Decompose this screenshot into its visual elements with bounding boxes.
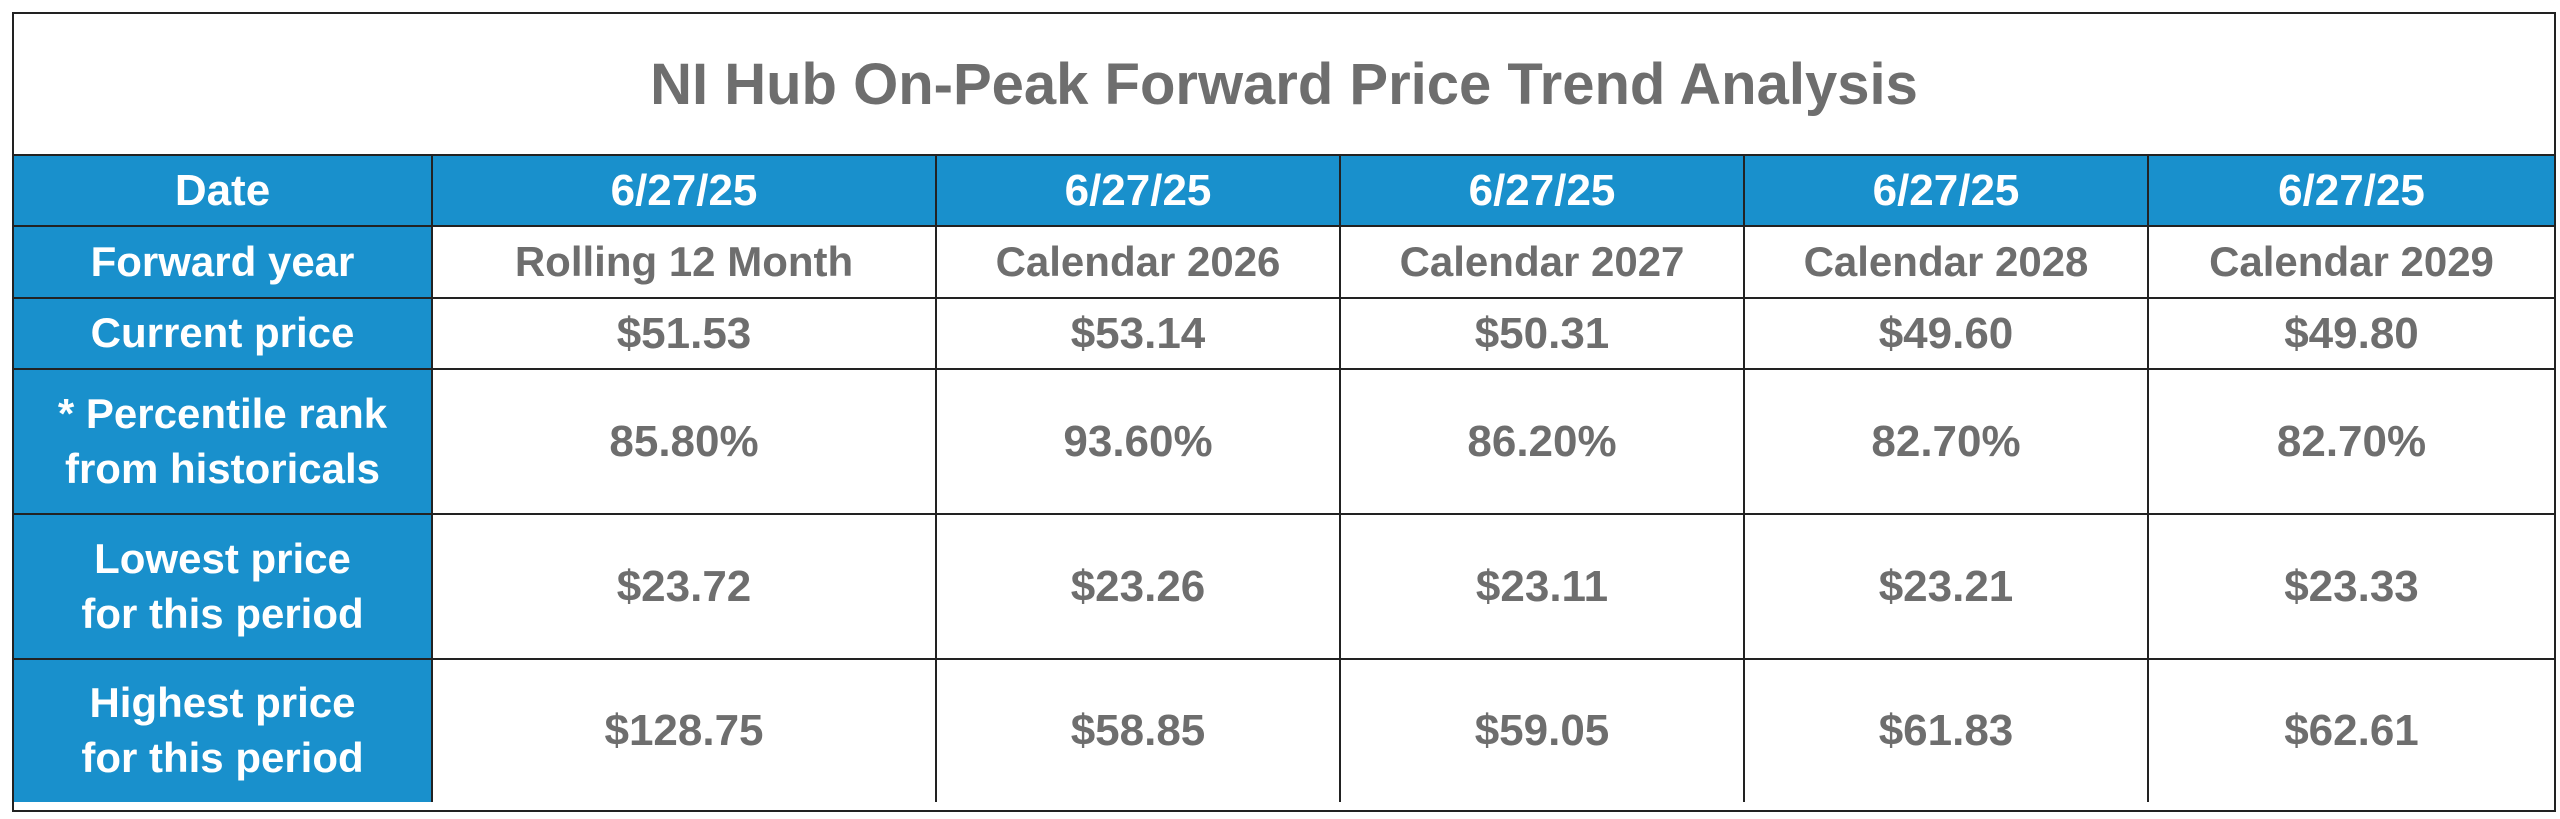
lowest-price-value: $23.26: [935, 513, 1341, 660]
date-value: 6/27/25: [431, 156, 937, 227]
date-value: 6/27/25: [1339, 156, 1745, 227]
percentile-rank-value: 82.70%: [1743, 368, 2149, 515]
percentile-rank-row: * Percentile rank from historicals 85.80…: [14, 368, 2554, 515]
lowest-price-value: $23.33: [2147, 513, 2554, 660]
date-value: 6/27/25: [2147, 156, 2554, 227]
highest-price-row: Highest price for this period $128.75 $5…: [14, 658, 2554, 802]
percentile-rank-label-line1: * Percentile rank: [57, 389, 388, 437]
date-row: Date 6/27/25 6/27/25 6/27/25 6/27/25 6/2…: [14, 156, 2554, 227]
forward-year-label: Forward year: [14, 225, 433, 299]
forward-year-value: Calendar 2027: [1339, 225, 1745, 299]
current-price-value: $50.31: [1339, 297, 1745, 370]
lowest-price-label: Lowest price for this period: [14, 513, 433, 660]
percentile-rank-value: 93.60%: [935, 368, 1341, 515]
highest-price-value: $58.85: [935, 658, 1341, 802]
date-label: Date: [14, 156, 433, 227]
current-price-value: $49.60: [1743, 297, 2149, 370]
highest-price-label: Highest price for this period: [14, 658, 433, 802]
lowest-price-value: $23.72: [431, 513, 937, 660]
current-price-label: Current price: [14, 297, 433, 370]
forward-year-value: Calendar 2026: [935, 225, 1341, 299]
current-price-value: $53.14: [935, 297, 1341, 370]
percentile-rank-value: 85.80%: [431, 368, 937, 515]
lowest-price-value: $23.21: [1743, 513, 2149, 660]
date-value: 6/27/25: [935, 156, 1341, 227]
highest-price-label-line2: for this period: [81, 734, 364, 781]
table-title: NI Hub On-Peak Forward Price Trend Analy…: [14, 14, 2554, 156]
percentile-rank-value: 86.20%: [1339, 368, 1745, 515]
current-price-value: $51.53: [431, 297, 937, 370]
forward-year-value: Calendar 2028: [1743, 225, 2149, 299]
percentile-rank-label-line2: from historicals: [64, 444, 381, 492]
percentile-rank-label: * Percentile rank from historicals: [14, 368, 433, 515]
highest-price-value: $59.05: [1339, 658, 1745, 802]
forward-year-row: Forward year Rolling 12 Month Calendar 2…: [14, 225, 2554, 299]
price-trend-table: Date 6/27/25 6/27/25 6/27/25 6/27/25 6/2…: [14, 156, 2554, 802]
highest-price-value: $128.75: [431, 658, 937, 802]
forward-year-value: Rolling 12 Month: [431, 225, 937, 299]
highest-price-value: $62.61: [2147, 658, 2554, 802]
price-trend-table-container: NI Hub On-Peak Forward Price Trend Analy…: [12, 12, 2556, 812]
lowest-price-label-line2: for this period: [81, 589, 364, 637]
forward-year-value: Calendar 2029: [2147, 225, 2554, 299]
percentile-rank-value: 82.70%: [2147, 368, 2554, 515]
highest-price-value: $61.83: [1743, 658, 2149, 802]
date-value: 6/27/25: [1743, 156, 2149, 227]
current-price-value: $49.80: [2147, 297, 2554, 370]
lowest-price-label-line1: Lowest price: [94, 534, 351, 582]
lowest-price-row: Lowest price for this period $23.72 $23.…: [14, 513, 2554, 660]
current-price-row: Current price $51.53 $53.14 $50.31 $49.6…: [14, 297, 2554, 370]
lowest-price-value: $23.11: [1339, 513, 1745, 660]
highest-price-label-line1: Highest price: [89, 679, 356, 727]
